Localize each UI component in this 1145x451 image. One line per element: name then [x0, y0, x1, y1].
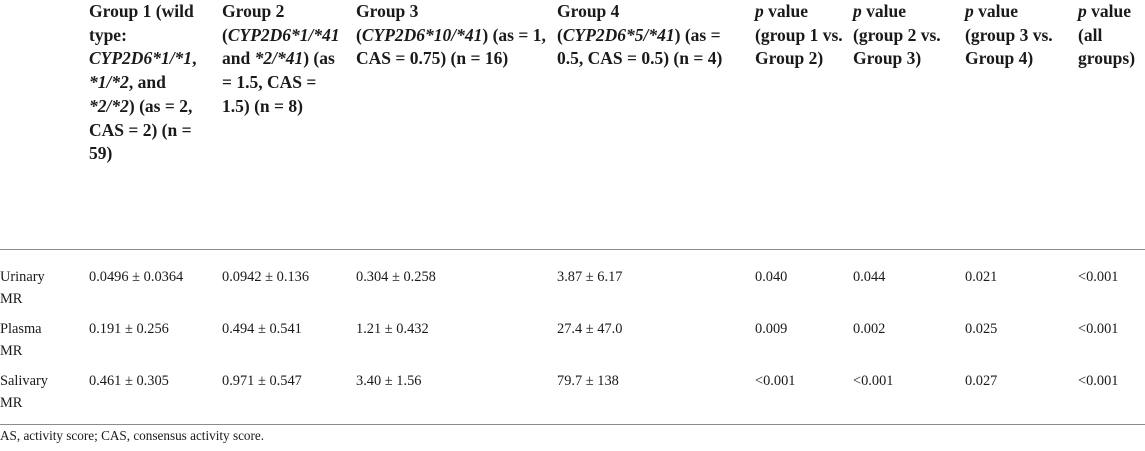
header-text: *2/*41: [254, 48, 304, 69]
table-cell: <0.001: [1078, 269, 1119, 285]
header-text: *2/*2: [89, 95, 129, 116]
header-text: CYP2D6*1/*41: [227, 24, 340, 45]
header-text: p: [853, 1, 862, 21]
header-col-group3: Group 3 (CYP2D6*10/*41) (as = 1, CAS = 0…: [356, 0, 546, 71]
table-cell: 0.025: [965, 321, 998, 337]
table-header: Group 1 (wild type: CYP2D6*1/*1, *1/*2, …: [89, 0, 1145, 166]
table-cell: 0.0942 ± 0.136: [222, 269, 310, 285]
header-text: ,: [192, 48, 197, 69]
table-cell: <0.001: [755, 373, 796, 389]
table-cell: 27.4 ± 47.0: [557, 321, 623, 337]
header-col-group2: Group 2 (CYP2D6*1/*41 and *2/*41) (as = …: [222, 0, 346, 119]
header-text: p: [1078, 1, 1087, 21]
header-bottom-rule: [0, 249, 1145, 250]
header-text: ) (as = 1.5, CAS = 1.5) (n = 8): [222, 48, 335, 116]
header-text: ) (as = 0.5, CAS = 0.5) (n = 4): [557, 24, 723, 69]
table-cell: 0.009: [755, 321, 788, 337]
header-text: CYP2D6*1/*1: [89, 48, 193, 69]
table-cell: <0.001: [1078, 321, 1119, 337]
header-col-group1: Group 1 (wild type: CYP2D6*1/*1, *1/*2, …: [89, 0, 213, 166]
table-cell: 79.7 ± 138: [557, 373, 619, 389]
header-text: value (group 3 vs. Group 4): [965, 1, 1053, 69]
row-label: Urinary MR: [0, 269, 45, 307]
table-cell: 0.494 ± 0.541: [222, 321, 302, 337]
table-cell: 0.044: [853, 269, 886, 285]
table-cell: 0.971 ± 0.547: [222, 373, 302, 389]
table-footnote: AS, activity score; CAS, consensus activ…: [0, 428, 265, 443]
header-col-p12: p value (group 1 vs. Group 2): [755, 0, 845, 71]
header-text: Group 1 (wild type:: [89, 1, 194, 45]
table-cell: 0.040: [755, 269, 788, 285]
header-col-p23: p value (group 2 vs. Group 3): [853, 0, 953, 71]
table-cell: 0.461 ± 0.305: [89, 373, 169, 389]
table-cell: <0.001: [1078, 373, 1119, 389]
table-cell: 0.027: [965, 373, 998, 389]
header-col-pall: p value (all groups): [1078, 0, 1145, 71]
table-cell: 0.304 ± 0.258: [356, 269, 436, 285]
header-col-p34: p value (group 3 vs. Group 4): [965, 0, 1065, 71]
table-cell: 0.0496 ± 0.0364: [89, 269, 184, 285]
table-cell: 0.021: [965, 269, 998, 285]
table-bottom-rule: [0, 424, 1145, 425]
table-cell: <0.001: [853, 373, 894, 389]
header-text: value (group 2 vs. Group 3): [853, 1, 941, 69]
header-text: Group 2 (: [222, 1, 285, 45]
header-text: value (all groups): [1078, 1, 1136, 69]
header-col-group4: Group 4 (CYP2D6*5/*41) (as = 0.5, CAS = …: [557, 0, 747, 71]
table-cell: 3.87 ± 6.17: [557, 269, 623, 285]
header-text: p: [965, 1, 974, 21]
header-text: , and: [128, 72, 166, 93]
row-label: Plasma MR: [0, 321, 42, 359]
header-text: and: [222, 48, 255, 69]
table-cell: 0.191 ± 0.256: [89, 321, 169, 337]
header-text: Group 3 (: [356, 1, 419, 45]
header-text: CYP2D6*5/*41: [562, 24, 675, 45]
table-cell: 1.21 ± 0.432: [356, 321, 429, 337]
header-text: *1/*2: [89, 72, 129, 93]
header-text: ) (as = 2, CAS = 2) (n = 59): [89, 95, 193, 164]
row-label: Salivary MR: [0, 373, 48, 411]
header-text: ) (as = 1, CAS = 0.75) (n = 16): [356, 24, 546, 69]
table-cell: 0.002: [853, 321, 886, 337]
header-text: p: [755, 1, 764, 21]
table-cell: 3.40 ± 1.56: [356, 373, 422, 389]
header-text: CYP2D6*10/*41: [361, 24, 483, 45]
header-text: Group 4 (: [557, 1, 620, 45]
header-text: value (group 1 vs. Group 2): [755, 1, 843, 69]
